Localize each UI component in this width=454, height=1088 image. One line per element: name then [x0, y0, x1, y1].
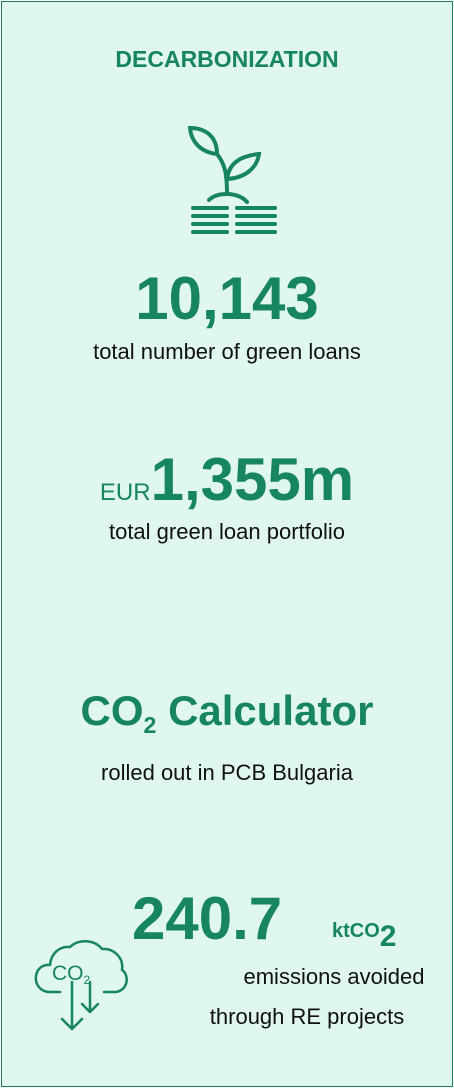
- stat-label: emissions avoided: [243, 964, 425, 989]
- subscript: 2: [143, 712, 157, 739]
- stat-label: total number of green loans: [93, 339, 361, 364]
- unit: ktCO2: [332, 920, 396, 954]
- plant-icon: [187, 125, 277, 234]
- icon-label: CO2: [52, 962, 91, 987]
- stat-label: total green loan portfolio: [108, 519, 346, 544]
- title: DECARBONIZATION: [115, 46, 339, 72]
- unit-text: ktCO: [332, 920, 380, 942]
- stat-value: CO: [80, 687, 144, 734]
- stat-label: through RE projects: [209, 1004, 405, 1029]
- stat-label: rolled out in PCB Bulgaria: [101, 760, 353, 785]
- currency-prefix: EUR: [99, 479, 151, 506]
- stat-value: 1,355m: [150, 446, 355, 513]
- stat-value-group: CO2 Calculator: [2, 687, 452, 739]
- stat-value: 10,143: [135, 265, 319, 332]
- stat-value-group: EUR1,355m: [2, 445, 452, 514]
- subscript: 2: [379, 920, 397, 953]
- co2-cloud-icon: CO2: [34, 940, 128, 1031]
- stat-value: Calculator: [168, 687, 374, 734]
- stat-value: 240.7: [132, 885, 283, 952]
